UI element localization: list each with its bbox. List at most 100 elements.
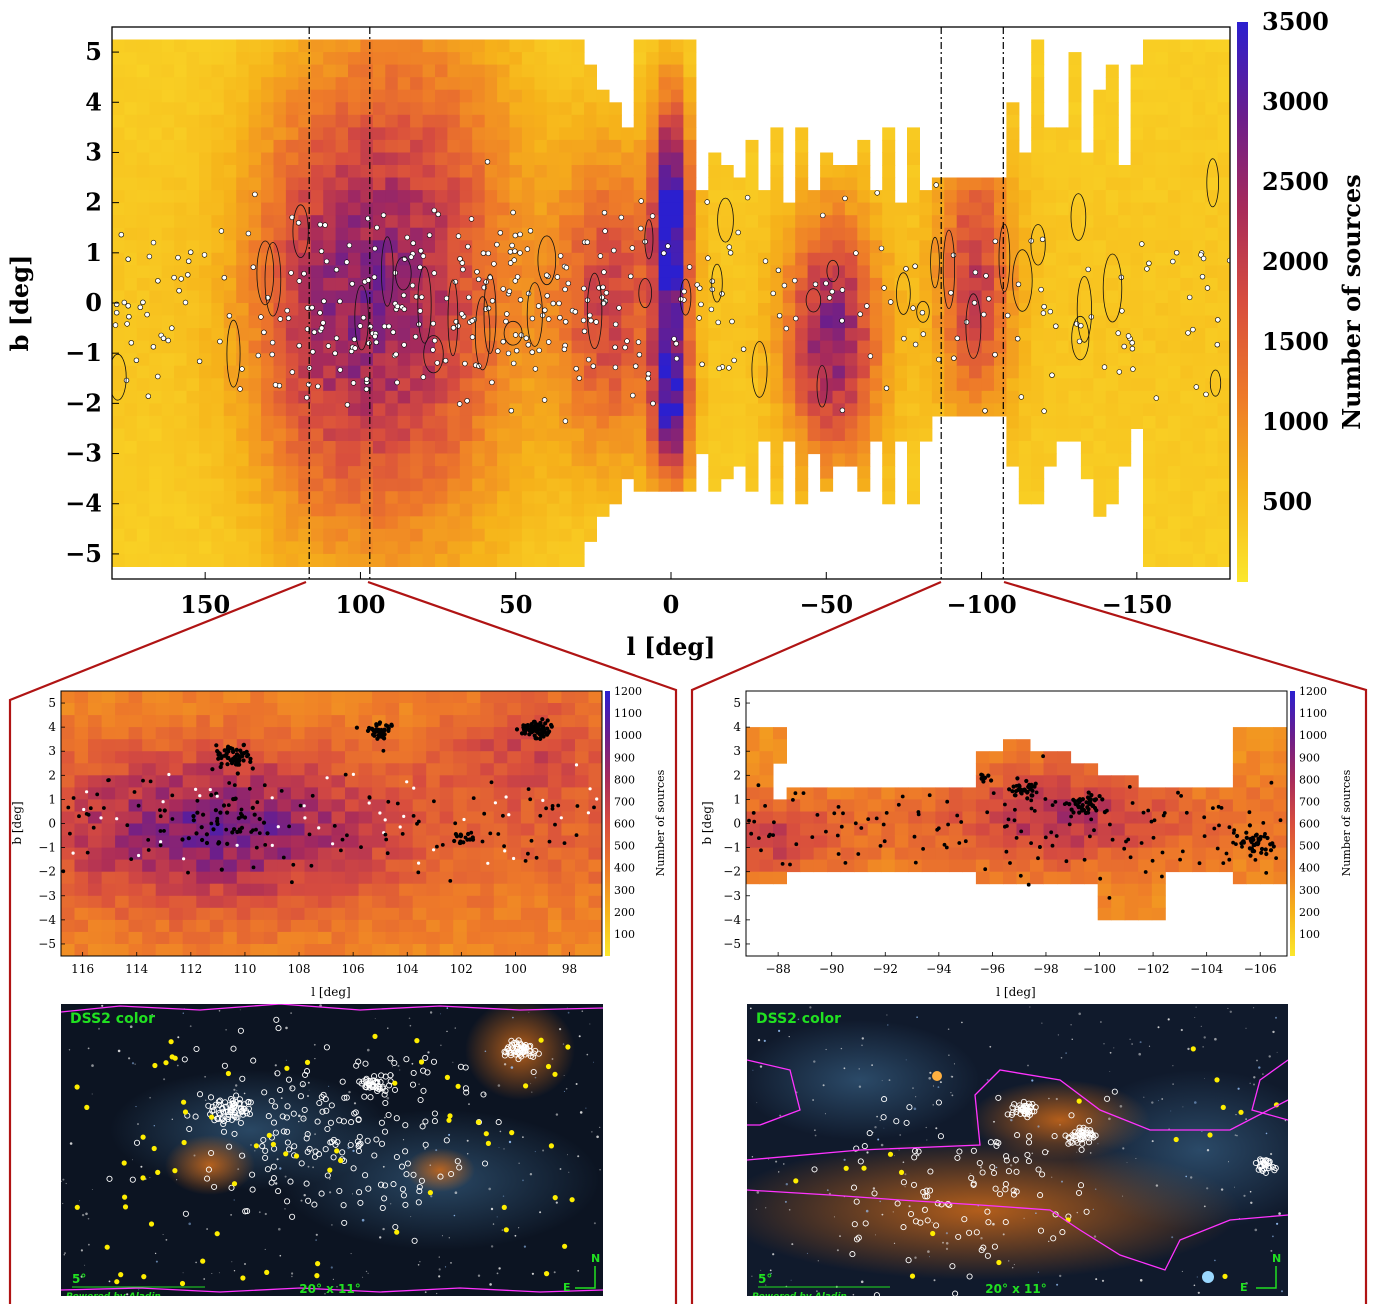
heatmap-cell bbox=[695, 265, 709, 279]
heatmap-cell bbox=[199, 227, 212, 241]
source-point bbox=[225, 755, 230, 761]
heatmap-cell bbox=[61, 847, 75, 861]
heatmap-cell bbox=[348, 390, 361, 404]
heatmap-cell bbox=[720, 202, 734, 216]
heatmap-cell bbox=[169, 835, 184, 848]
heatmap-cell bbox=[323, 553, 337, 567]
heatmap-cell bbox=[484, 466, 498, 480]
heatmap-cell bbox=[596, 315, 610, 329]
heatmap-cell bbox=[1143, 114, 1156, 128]
heatmap-cell bbox=[571, 503, 585, 517]
y-tick-label: −4 bbox=[65, 489, 102, 518]
heatmap-cell bbox=[285, 139, 299, 153]
heatmap-cell bbox=[472, 478, 486, 492]
heatmap-cell bbox=[521, 378, 535, 392]
source-point bbox=[175, 254, 181, 261]
heatmap-cell bbox=[1018, 152, 1032, 166]
heatmap-cell bbox=[186, 227, 200, 241]
heatmap-cell bbox=[410, 52, 424, 66]
heatmap-cell bbox=[128, 859, 143, 873]
source-point bbox=[638, 225, 644, 232]
heatmap-cell bbox=[248, 478, 262, 492]
heatmap-cell bbox=[410, 39, 424, 53]
heatmap-cell bbox=[621, 466, 635, 480]
heatmap-cell bbox=[720, 277, 734, 291]
heatmap-cell bbox=[263, 691, 278, 704]
heatmap-cell bbox=[261, 541, 275, 555]
heatmap-cell bbox=[182, 931, 197, 945]
heatmap-cell bbox=[149, 478, 163, 492]
source-point bbox=[1153, 395, 1160, 401]
x-tick-label: 98 bbox=[562, 962, 577, 976]
heatmap-cell bbox=[422, 390, 436, 404]
heatmap-cell bbox=[174, 390, 188, 404]
heatmap-cell bbox=[277, 799, 292, 812]
source-point bbox=[470, 835, 475, 840]
source-point bbox=[523, 729, 528, 734]
source-point bbox=[333, 267, 340, 273]
heatmap-cell bbox=[1118, 453, 1132, 467]
heatmap-cell bbox=[969, 177, 983, 191]
source-point bbox=[250, 805, 255, 811]
heatmap-cell bbox=[1167, 127, 1181, 141]
heatmap-cell bbox=[236, 64, 250, 78]
contour bbox=[751, 341, 768, 398]
heatmap-cell bbox=[186, 516, 200, 530]
heatmap-cell bbox=[115, 871, 130, 885]
heatmap-cell bbox=[186, 415, 200, 429]
heatmap-cell bbox=[372, 491, 386, 505]
heatmap-cell bbox=[994, 265, 1007, 279]
heatmap-cell bbox=[795, 152, 809, 166]
heatmap-cell bbox=[142, 835, 157, 848]
heatmap-cell bbox=[112, 102, 125, 116]
heatmap-cell bbox=[101, 895, 116, 909]
heatmap-cell bbox=[981, 315, 995, 329]
heatmap-cell bbox=[745, 390, 759, 404]
heatmap-cell bbox=[931, 315, 945, 329]
heatmap-cell bbox=[1192, 340, 1206, 354]
heatmap-cell bbox=[149, 77, 163, 91]
heatmap-cell bbox=[348, 466, 361, 480]
heatmap-cell bbox=[236, 919, 251, 933]
heatmap-cell bbox=[136, 39, 150, 53]
heatmap-cell bbox=[136, 541, 150, 555]
heatmap-cell bbox=[397, 64, 411, 78]
heatmap-cell bbox=[671, 177, 684, 191]
heatmap-cell bbox=[149, 303, 163, 317]
heatmap-cell bbox=[124, 240, 138, 254]
heatmap-cell bbox=[1155, 39, 1169, 53]
heatmap-cell bbox=[608, 165, 622, 179]
heatmap-cell bbox=[318, 859, 332, 873]
heatmap-cell bbox=[547, 823, 562, 836]
heatmap-cell bbox=[453, 944, 468, 956]
heatmap-cell bbox=[248, 453, 262, 467]
heatmap-cell bbox=[1031, 139, 1045, 153]
heatmap-cell bbox=[646, 428, 660, 442]
source-point bbox=[321, 298, 327, 304]
heatmap-cell bbox=[273, 428, 287, 442]
heatmap-cell bbox=[1056, 428, 1070, 442]
heatmap-cell bbox=[439, 703, 454, 716]
heatmap-cell bbox=[994, 190, 1007, 204]
heatmap-cell bbox=[169, 847, 184, 861]
heatmap-cell bbox=[746, 859, 760, 873]
heatmap-cell bbox=[559, 365, 573, 379]
heatmap-cell bbox=[223, 365, 237, 379]
heatmap-cell bbox=[397, 441, 411, 455]
heatmap-cell bbox=[182, 715, 197, 728]
heatmap-cell bbox=[466, 871, 481, 885]
heatmap-cell bbox=[507, 763, 522, 776]
heatmap-cell bbox=[136, 139, 150, 153]
heatmap-cell bbox=[832, 252, 846, 266]
heatmap-cell bbox=[124, 503, 138, 517]
heatmap-cell bbox=[399, 944, 414, 956]
heatmap-cell bbox=[348, 190, 361, 204]
heatmap-cell bbox=[931, 403, 945, 417]
heatmap-cell bbox=[74, 883, 89, 897]
heatmap-cell bbox=[412, 944, 427, 956]
source-point bbox=[543, 721, 548, 726]
heatmap-cell bbox=[372, 353, 386, 367]
source-point bbox=[182, 299, 189, 306]
heatmap-cell bbox=[559, 516, 573, 530]
heatmap-cell bbox=[1018, 215, 1032, 229]
